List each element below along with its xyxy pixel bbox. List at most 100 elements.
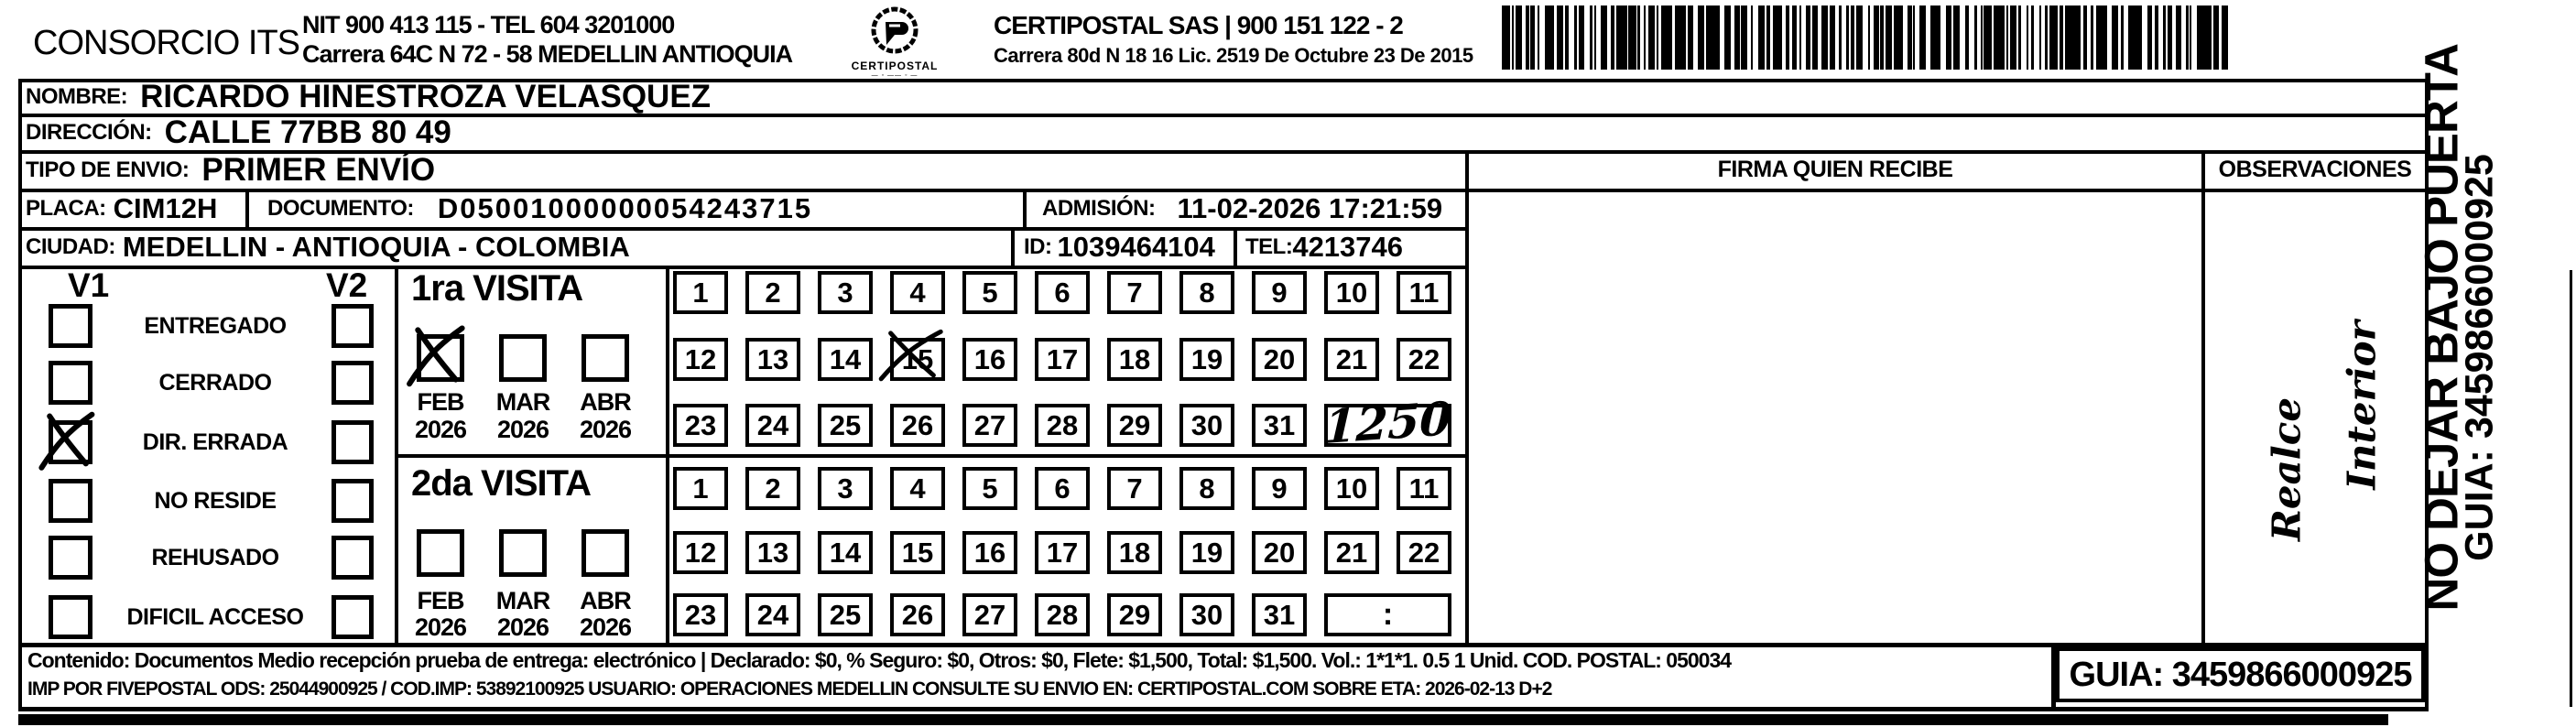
visit2-day-17: 17 [1035,531,1090,574]
border-line [395,266,398,643]
visit1-day-28: 28 [1035,404,1090,447]
border-line [18,227,1469,231]
visit1-day-number: 20 [1263,342,1296,375]
firma-area [1469,192,2201,641]
handwritten-x-mark [407,325,465,387]
visit1-day-30: 30 [1179,404,1234,447]
visit1-day-number: 15 [901,342,934,375]
documento-label: DOCUMENTO: [267,196,414,221]
visit1-month-year: 2026 [496,416,549,443]
visit2-day-6: 6 [1035,467,1090,510]
visit1-day-number: 27 [973,408,1006,441]
visit1-day-number: 14 [829,342,862,375]
visit2-day-number: 10 [1335,472,1368,505]
admision-value: 11-02-2026 17:21:59 [1177,192,1443,224]
border-line [1465,150,1469,643]
visit2-day-23: 23 [673,593,728,636]
visit2-day-number: 6 [1054,472,1071,505]
visit2-day-number: 8 [1199,472,1215,505]
border-line [18,643,2429,647]
edge-line [2570,270,2572,707]
visit2-title: 2da VISITA [411,463,592,504]
visit2-month-label: FEB [417,587,465,614]
visit2-day-number: 15 [901,536,934,569]
visit1-day-20: 20 [1252,338,1307,381]
border-line [1011,227,1015,266]
bottom-bar [18,714,2388,725]
visit1-day-number: 26 [901,408,934,441]
firma-quien-recibe-header: FIRMA QUIEN RECIBE [1717,156,1953,182]
visit2-day-5: 5 [962,467,1017,510]
checkbox-v1-rehusado [49,536,92,580]
visit1-time-box: 1250 [1323,391,1452,454]
visit2-day-31: 31 [1252,593,1307,636]
cell-placa: PLACA: CIM12H [26,190,242,227]
visit2-day-number: 21 [1335,536,1368,569]
visit2-day-number: 17 [1046,536,1079,569]
visit2-day-number: 2 [765,472,781,505]
visit2-month-checkbox-feb [417,529,464,577]
visit1-day-number: 25 [829,408,862,441]
border-line [18,150,2429,154]
observaciones-handwriting-word1: Realce [2264,396,2310,542]
visit1-day-23: 23 [673,404,728,447]
visit2-day-3: 3 [818,467,873,510]
visit1-day-27: 27 [962,404,1017,447]
documento-value: D05001000000054243715 [437,192,813,224]
visit1-day-number: 10 [1335,276,1368,309]
guia-box: GUIA: 3459866000925 [2056,647,2425,702]
visit2-day-8: 8 [1179,467,1234,510]
visit2-day-2: 2 [745,467,800,510]
border-line [245,189,249,227]
visit2-day-number: 14 [829,536,862,569]
visit2-day-row: 12 13 14 15 16 17 18 19 20 21 22 [673,531,1451,574]
placa-value: CIM12H [113,192,218,224]
checkbox-v2-entregado [332,304,374,348]
visit2-day-number: 29 [1118,598,1151,631]
visit2-month-checkbox-abr [582,529,629,577]
visit2-day-4: 4 [890,467,945,510]
border-line [18,266,1469,269]
visit1-day-10: 10 [1324,271,1379,314]
barcode [1502,5,2228,70]
visit2-day-22: 22 [1397,531,1451,574]
visit2-day-row: 23 24 25 26 27 28 29 30 31: [673,593,1451,636]
visit1-day-24: 24 [745,404,800,447]
id-value: 1039464104 [1057,231,1215,263]
visit2-day-30: 30 [1179,593,1234,636]
visit2-day-26: 26 [890,593,945,636]
border-line [1023,189,1027,227]
tipo-envio-label: TIPO DE ENVIO: [26,157,190,182]
company-name: CONSORCIO ITS [33,24,300,62]
visit1-day-number: 11 [1408,276,1440,309]
visit2-month-year: 2026 [414,613,467,641]
visit2-time-box: : [1324,593,1451,636]
border-line [18,114,2429,117]
visit1-day-number: 8 [1199,276,1215,309]
visit2-month-label: MAR [495,587,551,614]
visit1-day-number: 13 [756,342,789,375]
visit1-day-13: 13 [745,338,800,381]
visit2-day-27: 27 [962,593,1017,636]
visit2-day-1: 1 [673,467,728,510]
visit1-day-number: 18 [1118,342,1151,375]
visit1-day-number: 23 [684,408,717,441]
visit2-day-13: 13 [745,531,800,574]
visit1-day-number: 16 [973,342,1006,375]
visit2-day-number: 13 [756,536,789,569]
visit2-day-number: 23 [684,598,717,631]
visit1-day-number: 29 [1118,408,1151,441]
visit2-month-label: ABR [580,587,632,614]
checkbox-v1-cerrado [49,361,92,405]
border-line [18,189,2429,192]
observaciones-handwriting-word2: Interior [2339,320,2385,490]
visit1-day-18: 18 [1107,338,1162,381]
visit2-day-number: 12 [684,536,717,569]
checkbox-v2-cerrado [332,361,374,405]
visit2-day-number: 16 [973,536,1006,569]
visit1-day-number: 2 [765,276,781,309]
visit2-day-number: 4 [909,472,926,505]
border-line [18,79,2429,82]
status-panel: ENTREGADO CERRADO DIR. ERRADA NO RESIDE REHU… [18,266,395,643]
visit1-day-number: 3 [837,276,853,309]
